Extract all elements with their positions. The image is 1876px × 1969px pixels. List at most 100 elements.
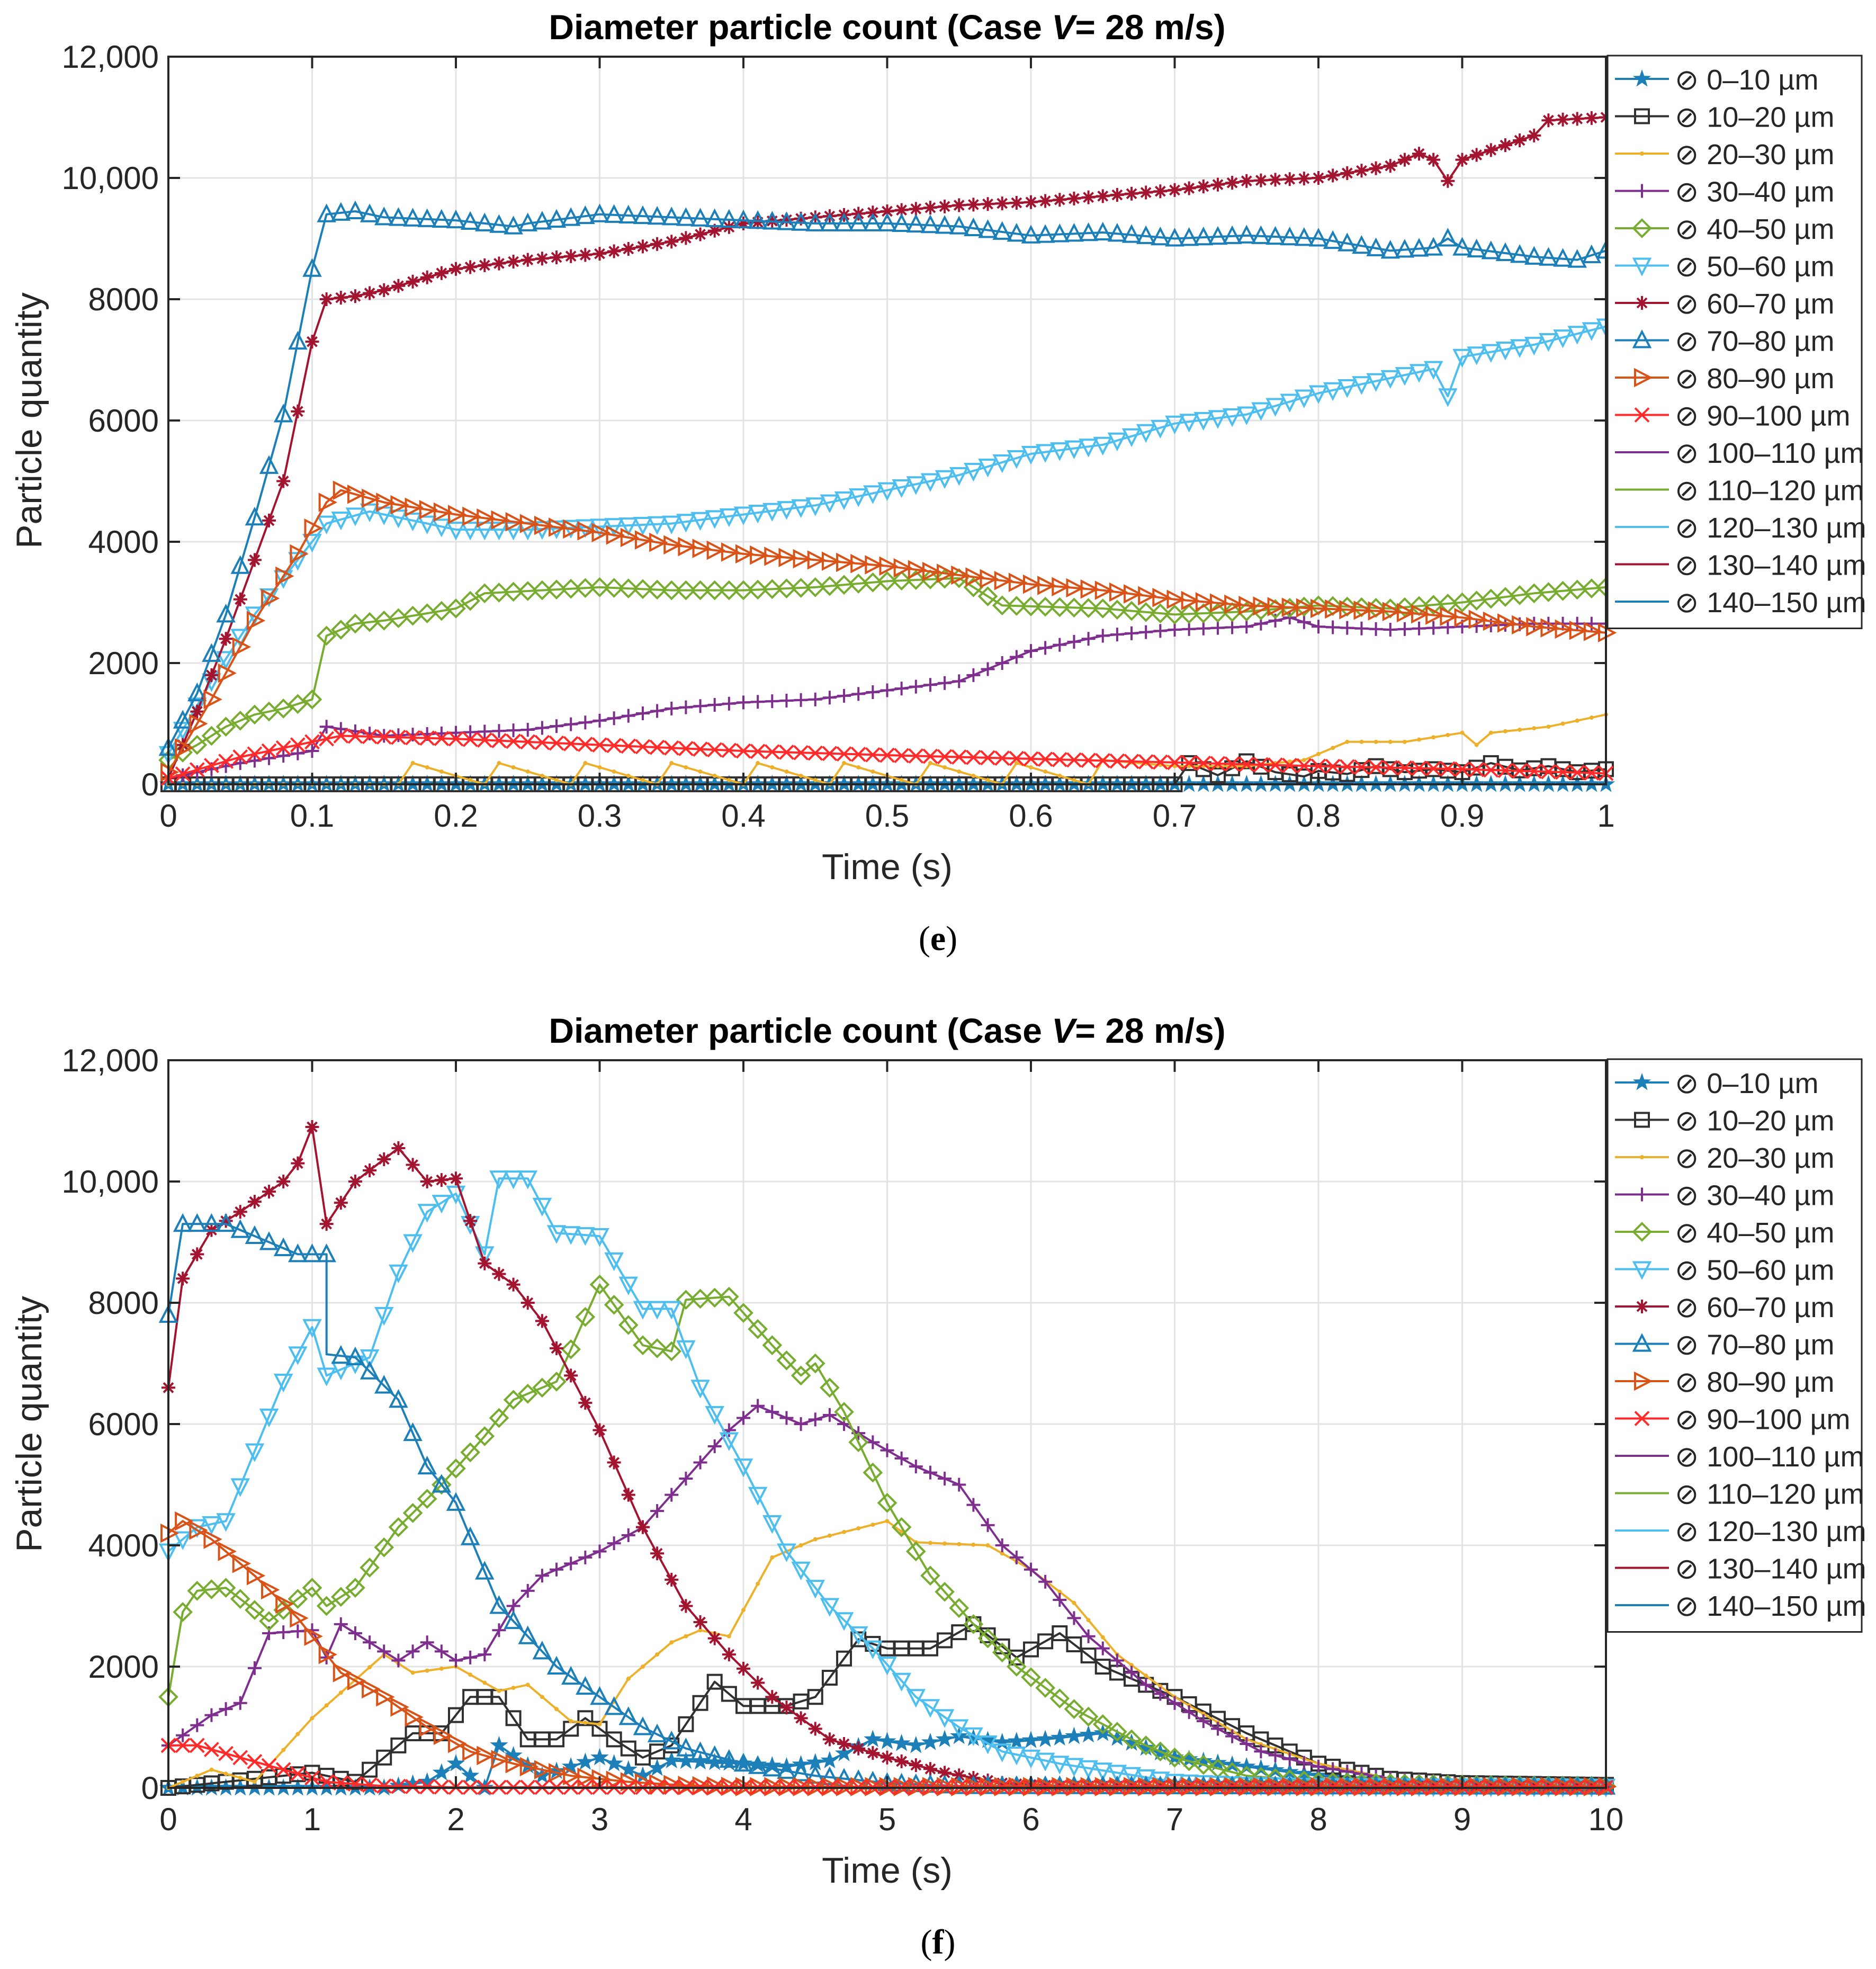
data-point xyxy=(848,488,868,507)
chart-e: 0 0.1 0.2 0.3 0.4 0.5 0.6 0.7 0.8 0.9 1 0 2000 4000 60… xyxy=(9,7,1866,887)
data-point xyxy=(813,1537,818,1542)
data-point xyxy=(1138,754,1154,769)
data-point xyxy=(324,1703,329,1708)
data-point xyxy=(518,1625,538,1644)
data-point xyxy=(189,1520,208,1540)
data-point xyxy=(966,198,981,212)
data-point xyxy=(1308,385,1329,404)
data-point xyxy=(1037,751,1053,767)
data-point xyxy=(577,1710,594,1726)
data-point xyxy=(504,216,523,235)
data-point xyxy=(762,211,782,230)
data-point xyxy=(706,540,726,560)
data-point xyxy=(1316,751,1321,756)
data-point xyxy=(1052,1625,1068,1642)
data-point xyxy=(1495,242,1515,261)
data-point xyxy=(1107,1722,1127,1742)
data-point xyxy=(1072,777,1076,782)
data-point xyxy=(1053,1593,1067,1607)
data-point xyxy=(822,1408,837,1422)
data-point xyxy=(1323,382,1343,401)
data-point xyxy=(865,555,884,575)
data-point xyxy=(173,1213,193,1232)
legend-label: ⊘ 20–30 µm xyxy=(1675,139,1835,171)
data-point xyxy=(920,569,940,589)
data-point xyxy=(1164,1747,1185,1768)
data-point xyxy=(578,715,593,730)
data-point xyxy=(807,745,823,761)
legend-item: ⊘ 20–30 µm xyxy=(1615,139,1835,171)
data-point xyxy=(362,729,378,745)
data-point xyxy=(935,1709,955,1728)
data-point xyxy=(1079,1760,1098,1779)
data-point xyxy=(995,656,1009,670)
data-point xyxy=(273,1373,293,1393)
data-point xyxy=(733,1303,753,1323)
legend-label: ⊘ 100–110 µm xyxy=(1675,1441,1864,1473)
data-point xyxy=(1312,620,1325,634)
data-point xyxy=(1035,1678,1055,1698)
data-point xyxy=(1210,1722,1225,1736)
data-point xyxy=(377,1644,391,1659)
data-point xyxy=(995,1538,1009,1552)
data-point xyxy=(877,212,897,231)
data-point xyxy=(1575,718,1579,723)
data-point xyxy=(1240,1737,1254,1751)
data-point xyxy=(1539,333,1558,352)
x-tick-label: 8 xyxy=(1309,1802,1327,1837)
data-point xyxy=(805,1353,825,1374)
data-point xyxy=(540,773,544,778)
data-point xyxy=(478,724,492,739)
data-point xyxy=(698,1628,703,1633)
data-point xyxy=(1397,153,1412,167)
data-point xyxy=(1268,1748,1282,1762)
data-point xyxy=(606,1770,625,1790)
data-point xyxy=(922,748,938,764)
data-point xyxy=(721,542,740,562)
data-point xyxy=(518,1170,538,1189)
chart-title: Diameter particle count (Case V= 28 m/s) xyxy=(549,7,1225,47)
data-point xyxy=(770,765,775,769)
data-point xyxy=(504,1170,523,1189)
data-point xyxy=(302,1319,322,1338)
data-point xyxy=(448,505,467,524)
data-point xyxy=(593,713,607,728)
data-point xyxy=(822,1732,837,1747)
data-point xyxy=(661,1730,681,1750)
x-tick-label: 6 xyxy=(1022,1802,1039,1837)
data-point xyxy=(633,1301,653,1320)
data-point xyxy=(842,760,847,765)
data-point xyxy=(374,1306,394,1326)
data-point xyxy=(1024,1562,1038,1577)
data-point xyxy=(273,1600,294,1620)
data-point xyxy=(604,1294,624,1315)
data-point xyxy=(590,1686,609,1705)
data-point xyxy=(751,695,765,709)
grid-lines xyxy=(167,1059,1607,1789)
data-point xyxy=(952,198,966,212)
x-tick-label: 0 xyxy=(159,1802,177,1837)
data-point xyxy=(478,1648,492,1662)
data-point xyxy=(1301,758,1306,763)
data-point xyxy=(1484,143,1498,157)
data-point xyxy=(246,1565,266,1586)
legend-label: ⊘ 0–10 µm xyxy=(1675,64,1818,96)
data-point xyxy=(722,696,736,711)
data-point xyxy=(1251,402,1271,421)
legend-label: ⊘ 0–10 µm xyxy=(1675,1068,1818,1099)
data-point xyxy=(1483,611,1502,631)
data-point xyxy=(705,1745,724,1764)
data-point xyxy=(563,1766,582,1786)
data-point xyxy=(419,1779,435,1795)
data-point xyxy=(1110,1653,1124,1668)
data-point xyxy=(391,1653,406,1668)
data-point xyxy=(291,404,305,418)
data-point xyxy=(1412,621,1426,636)
data-point xyxy=(748,1319,768,1339)
data-point xyxy=(1409,238,1429,257)
data-point xyxy=(733,580,753,601)
data-point xyxy=(434,730,450,746)
data-point xyxy=(892,479,911,498)
data-point xyxy=(707,1631,722,1645)
data-point xyxy=(906,1735,926,1753)
